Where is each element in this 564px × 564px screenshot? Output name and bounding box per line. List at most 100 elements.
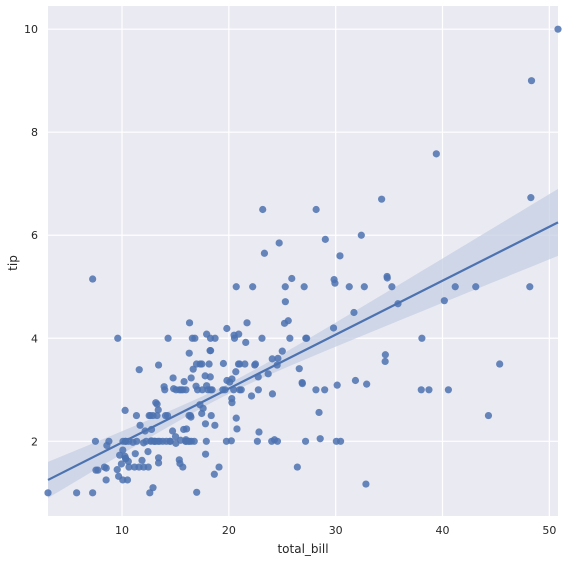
data-point	[215, 463, 223, 471]
x-tick-labels: 10 20 30 40 50	[115, 524, 556, 537]
data-point	[219, 359, 228, 368]
data-point	[378, 195, 386, 203]
data-point	[383, 274, 391, 282]
scatter-points	[44, 25, 562, 497]
data-point	[105, 437, 113, 445]
confidence-band-area	[48, 188, 558, 498]
x-axis-label: total_bill	[277, 542, 328, 556]
data-point	[89, 489, 97, 497]
data-point	[189, 365, 197, 373]
data-point	[363, 380, 371, 388]
data-point	[190, 437, 198, 445]
data-point	[236, 360, 244, 368]
data-point	[243, 319, 251, 327]
data-point	[444, 386, 452, 394]
data-point	[133, 437, 141, 445]
data-point	[153, 411, 161, 420]
data-point	[198, 360, 206, 368]
data-point	[144, 463, 152, 471]
data-point	[113, 466, 121, 474]
x-tick-label: 40	[436, 524, 450, 537]
data-point	[207, 411, 215, 420]
data-point	[44, 489, 52, 497]
data-point	[187, 374, 195, 382]
data-point	[73, 489, 81, 497]
data-point	[249, 283, 257, 291]
data-point	[242, 338, 250, 346]
data-point	[255, 428, 263, 436]
data-point	[333, 381, 341, 389]
confidence-band	[48, 188, 558, 498]
data-point	[253, 437, 261, 445]
x-tick-label: 30	[329, 524, 343, 537]
data-point	[418, 334, 426, 342]
regression-line-group	[47, 221, 559, 481]
data-point	[119, 446, 127, 454]
data-point	[201, 450, 210, 458]
data-point	[526, 283, 534, 291]
data-point	[425, 386, 433, 394]
data-point	[123, 476, 132, 484]
data-point	[171, 433, 180, 441]
data-point	[154, 361, 163, 369]
data-point	[337, 437, 345, 445]
data-point	[284, 317, 292, 325]
data-point	[187, 413, 195, 421]
data-point	[131, 450, 139, 458]
data-point	[146, 489, 154, 497]
data-point	[247, 392, 256, 400]
data-point	[202, 437, 210, 445]
data-point	[232, 414, 240, 422]
data-point	[206, 347, 215, 355]
data-point	[149, 484, 157, 492]
data-point	[388, 283, 396, 291]
data-point	[205, 360, 213, 368]
data-point	[281, 283, 289, 291]
y-axis-label: tip	[6, 255, 20, 271]
data-point	[154, 459, 163, 467]
data-point	[264, 370, 272, 378]
data-point	[350, 308, 358, 317]
data-point	[102, 476, 110, 484]
data-point	[286, 334, 294, 342]
y-tick-labels: 2 4 6 8 10	[24, 23, 38, 448]
data-point	[208, 386, 216, 394]
data-point	[91, 437, 100, 445]
data-point	[281, 298, 289, 306]
data-point	[210, 470, 218, 478]
data-point	[135, 366, 143, 374]
data-point	[154, 406, 162, 414]
data-point	[312, 205, 320, 214]
data-point	[193, 488, 201, 496]
data-point	[211, 421, 219, 429]
data-point	[554, 25, 562, 33]
data-point	[293, 463, 301, 471]
y-tick-label: 4	[31, 332, 38, 345]
y-tick-label: 10	[24, 23, 38, 36]
data-point	[117, 460, 125, 468]
data-point	[331, 279, 339, 287]
data-point	[228, 399, 236, 407]
data-point	[303, 334, 311, 342]
data-point	[381, 357, 389, 366]
x-tick-label: 20	[222, 524, 236, 537]
data-point	[89, 275, 97, 283]
data-point	[166, 437, 174, 445]
data-point	[301, 437, 310, 445]
data-point	[312, 386, 320, 394]
data-point	[102, 464, 110, 472]
data-point	[496, 360, 504, 368]
data-point	[114, 334, 122, 342]
data-point	[288, 274, 296, 283]
data-point	[321, 235, 329, 243]
data-point	[232, 368, 240, 376]
data-point	[199, 404, 207, 412]
data-point	[295, 365, 303, 373]
x-tick-label: 50	[542, 524, 556, 537]
data-point	[345, 283, 353, 291]
data-point	[440, 297, 448, 305]
data-point	[132, 411, 141, 420]
data-point	[169, 374, 177, 382]
data-point	[206, 373, 214, 381]
